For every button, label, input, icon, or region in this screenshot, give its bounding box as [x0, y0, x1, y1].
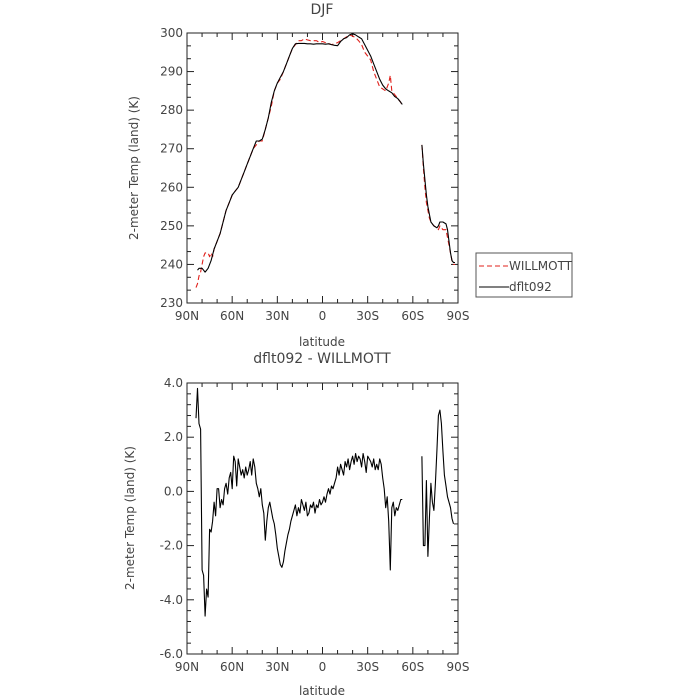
y-tick-label: 2.0: [164, 430, 183, 444]
x-tick-label: 60N: [220, 660, 244, 674]
series-line-dflt092: [197, 33, 403, 273]
x-tick-label: 60S: [401, 309, 424, 323]
legend-box: [475, 252, 573, 298]
x-tick-label: 30N: [265, 660, 289, 674]
x-axis-title: latitude: [299, 684, 345, 698]
x-axis: 90N 60N 30N 0 30S 60S 90S: [175, 33, 470, 323]
y-axis-title: 2-meter Temp (land) (K): [123, 446, 137, 590]
x-axis-title: latitude: [299, 335, 345, 349]
y-tick-label: 280: [160, 103, 183, 117]
y-tick-label: 0.0: [164, 484, 183, 498]
x-tick-label: 30S: [356, 660, 379, 674]
x-tick-label: 30S: [356, 309, 379, 323]
plot-frame: [186, 382, 459, 655]
x-tick-label: 0: [319, 309, 327, 323]
chart-title: DJF: [311, 2, 334, 18]
y-tick-label: 230: [160, 296, 183, 310]
y-axis: 4.0 2.0 0.0 -2.0 -4.0 -6.0: [160, 376, 458, 661]
legend-label-dflt092: dflt092: [509, 280, 552, 294]
y-tick-label: 250: [160, 219, 183, 233]
y-tick-label: -2.0: [160, 539, 183, 553]
y-tick-label: 290: [160, 65, 183, 79]
legend: WILLMOTT dflt092: [475, 252, 573, 298]
series-lines: [195, 387, 455, 617]
x-tick-label: 90S: [447, 660, 470, 674]
chart-title: dflt092 - WILLMOTT: [253, 351, 391, 367]
panel-difference: dflt092 - WILLMOTT 90N 60N 30N 0 30S 60S 90S 4…: [123, 351, 469, 698]
x-tick-label: 90N: [175, 309, 199, 323]
x-tick-label: 60S: [401, 660, 424, 674]
x-tick-label: 90S: [447, 309, 470, 323]
y-tick-label: 4.0: [164, 376, 183, 390]
y-tick-label: 260: [160, 180, 183, 194]
series-line-dflt092: [421, 144, 455, 264]
y-tick-label: 240: [160, 257, 183, 271]
series-lines: [195, 33, 455, 288]
y-tick-label: -6.0: [160, 647, 183, 661]
x-tick-label: 60N: [220, 309, 244, 323]
x-tick-label: 30N: [265, 309, 289, 323]
legend-label-willmott: WILLMOTT: [509, 259, 573, 273]
y-tick-label: 270: [160, 142, 183, 156]
series-line-difference: [195, 387, 403, 617]
y-tick-label: -4.0: [160, 593, 183, 607]
y-tick-label: 300: [160, 26, 183, 40]
panel-djf: DJF 90N 60N 30N 0 30S 60S 90S 2302402502602702…: [127, 2, 573, 349]
series-line-difference: [421, 409, 455, 557]
x-tick-label: 0: [319, 660, 327, 674]
series-line-willmott: [195, 34, 403, 288]
x-tick-label: 90N: [175, 660, 199, 674]
y-axis-title: 2-meter Temp (land) (K): [127, 96, 141, 240]
y-axis: 230 240 250 260 270 280 290 300: [160, 26, 458, 310]
x-axis: 90N 60N 30N 0 30S 60S 90S: [175, 383, 470, 674]
plot-frame: [186, 32, 459, 304]
